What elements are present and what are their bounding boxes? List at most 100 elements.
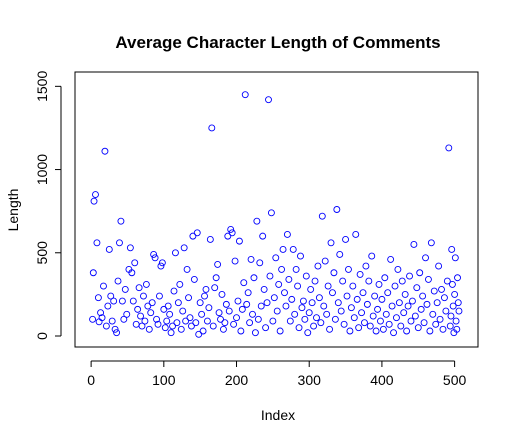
data-point xyxy=(318,212,326,220)
data-point xyxy=(379,325,387,333)
data-point xyxy=(160,305,168,313)
data-point xyxy=(250,274,258,282)
data-point xyxy=(371,292,379,300)
data-point xyxy=(148,299,156,307)
data-point xyxy=(358,309,366,317)
data-point xyxy=(375,280,383,288)
data-point xyxy=(206,236,214,243)
data-point xyxy=(424,275,432,283)
data-point xyxy=(400,309,408,317)
data-point xyxy=(426,327,434,335)
y-axis: 0 500 1000 1500 xyxy=(34,71,62,340)
data-point xyxy=(304,329,312,337)
data-point xyxy=(433,299,441,307)
data-point xyxy=(108,317,116,325)
data-point xyxy=(212,274,220,282)
data-point xyxy=(442,307,450,315)
data-point xyxy=(349,282,357,290)
data-point xyxy=(164,302,172,310)
data-point xyxy=(110,297,118,305)
data-point xyxy=(368,252,376,260)
data-point xyxy=(314,262,322,270)
data-point xyxy=(273,307,281,315)
data-point xyxy=(257,302,265,310)
x-tick-label: 200 xyxy=(225,372,249,388)
data-point xyxy=(205,304,213,312)
data-point xyxy=(451,290,459,298)
data-point xyxy=(224,232,232,240)
data-point xyxy=(180,244,188,252)
data-point xyxy=(297,252,304,260)
data-point xyxy=(439,325,447,333)
data-point xyxy=(397,322,405,330)
data-point xyxy=(179,307,187,315)
data-point xyxy=(347,304,355,312)
data-point xyxy=(244,289,252,297)
data-point xyxy=(166,310,174,318)
data-point xyxy=(94,294,102,302)
data-point xyxy=(90,197,98,205)
data-point xyxy=(394,265,402,273)
data-point xyxy=(142,280,150,288)
data-point xyxy=(454,274,461,282)
data-point xyxy=(263,299,271,307)
data-point xyxy=(355,324,363,332)
data-point xyxy=(140,292,147,300)
data-point xyxy=(89,269,97,277)
data-point xyxy=(353,295,361,303)
data-point xyxy=(203,317,211,325)
data-point xyxy=(121,285,129,293)
data-point xyxy=(334,299,342,307)
data-point xyxy=(193,229,201,237)
data-point xyxy=(131,259,139,267)
data-point xyxy=(339,277,347,285)
data-point xyxy=(384,289,392,297)
data-point xyxy=(150,250,158,258)
data-point xyxy=(292,265,300,273)
data-point xyxy=(413,284,421,292)
data-point xyxy=(391,282,399,290)
data-point xyxy=(183,265,191,273)
data-point xyxy=(350,314,358,322)
data-point xyxy=(435,262,443,270)
data-point xyxy=(276,327,284,335)
data-point xyxy=(171,249,179,257)
data-point xyxy=(390,329,397,337)
data-point xyxy=(190,275,198,283)
data-point xyxy=(378,295,386,303)
data-point xyxy=(429,310,437,318)
data-point xyxy=(118,297,126,305)
data-point xyxy=(167,329,175,337)
data-point xyxy=(185,294,192,302)
data-point xyxy=(385,320,393,328)
data-point xyxy=(313,314,320,322)
data-point xyxy=(301,315,309,323)
data-point xyxy=(208,124,216,132)
data-point xyxy=(198,310,206,318)
data-point xyxy=(170,287,178,295)
data-point xyxy=(253,217,261,225)
data-point xyxy=(401,290,409,298)
data-point xyxy=(430,287,438,295)
data-point xyxy=(196,299,204,307)
data-point xyxy=(266,272,274,280)
data-point xyxy=(144,302,152,310)
data-point xyxy=(228,229,236,237)
data-point xyxy=(346,327,354,335)
data-point xyxy=(291,310,299,318)
data-point xyxy=(423,300,431,308)
data-point xyxy=(455,307,463,315)
data-point xyxy=(411,312,419,320)
data-point xyxy=(403,327,411,335)
data-point xyxy=(247,255,255,263)
data-point xyxy=(161,324,169,332)
x-tick-label: 400 xyxy=(370,372,394,388)
data-point xyxy=(93,239,101,247)
data-point xyxy=(282,302,290,310)
x-tick-label: 300 xyxy=(298,372,322,388)
data-point xyxy=(101,147,109,155)
data-point xyxy=(231,257,239,265)
data-point xyxy=(307,285,315,293)
data-point xyxy=(438,285,445,293)
